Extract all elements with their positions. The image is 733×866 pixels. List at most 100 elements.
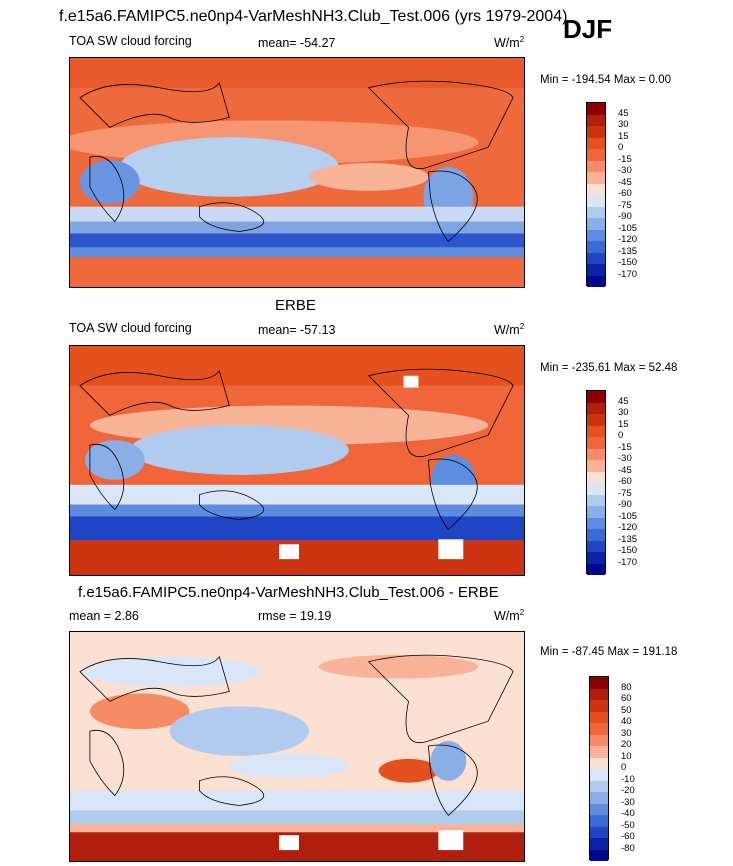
panel1-colorbar-cell — [587, 160, 605, 172]
panel3-missing-patch2 — [438, 830, 464, 851]
panel3-colorbar-level-label: 0 — [621, 762, 627, 773]
panel1-colorbar-level-label: -150 — [618, 257, 638, 268]
panel1-colorbar-level-label: -60 — [618, 188, 632, 199]
panel2-map — [69, 345, 525, 576]
panel1-sh-band3 — [70, 233, 524, 248]
panel2-colorbar-cell — [587, 414, 605, 426]
panel3-colorbar-cell — [590, 677, 608, 689]
panel1-africa-coast — [89, 155, 125, 223]
panel1-colorbar-level-label: 15 — [618, 130, 629, 142]
panel2-colorbar-level-label: 15 — [618, 418, 629, 430]
panel2-colorbar-level-label: -30 — [618, 453, 632, 464]
panel1-units: W/m2 — [494, 34, 525, 50]
panel1-colorbar-level-label: -135 — [618, 245, 638, 257]
panel3-south-america-coast — [427, 744, 478, 816]
panel3-colorbar — [589, 676, 609, 861]
panel3-colorbar-cell — [590, 688, 608, 700]
panel3-colorbar-cell — [590, 711, 608, 723]
panel2-colorbar-level-label: -135 — [618, 533, 638, 545]
panel3-colorbar-level-label: 30 — [621, 727, 632, 739]
panel2-north-america-coast — [367, 368, 514, 457]
panel3-map-svg — [70, 632, 524, 861]
panel2-colorbar-level-label: 0 — [618, 430, 624, 441]
panel1-colorbar-level-label: -90 — [618, 211, 632, 222]
panel1-minmax: Min = -194.54 Max = 0.00 — [540, 74, 672, 86]
panel1-map — [69, 57, 525, 288]
panel1-units-base: W/m — [494, 36, 520, 50]
panel2-colorbar-cell — [587, 483, 605, 495]
panel1-warm-pool — [119, 137, 339, 197]
panel1-south-america-coast — [427, 170, 478, 242]
panel1-antarctic — [70, 257, 524, 287]
panel1-sh-band1 — [70, 206, 524, 222]
panel2-sh-band2 — [70, 504, 524, 517]
panel3-units-base: W/m — [494, 609, 520, 623]
panel3-units: W/m2 — [494, 607, 525, 623]
panel1-sh-band2 — [70, 221, 524, 234]
panel3-colorbar-cell — [590, 746, 608, 758]
panel1-colorbar-level-label: 30 — [618, 119, 629, 130]
panel1-colorbar-level-label: -45 — [618, 176, 632, 188]
panel1-colorbar-cell — [587, 183, 605, 195]
panel2-minmax: Min = -235.61 Max = 52.48 — [540, 362, 678, 374]
panel1-colorbar-cell — [587, 252, 605, 264]
panel1-colorbar-level-label: -170 — [618, 268, 638, 280]
panel2-mean: mean= -57.13 — [258, 323, 336, 337]
panel2-units: W/m2 — [494, 322, 524, 337]
panel3-colorbar-level-label: 60 — [621, 693, 632, 704]
panel3-colorbar-level-label: 80 — [621, 681, 632, 693]
panel1-colorbar-cell — [587, 241, 605, 253]
panel2-colorbar-cell — [587, 517, 605, 529]
panel3-colorbar-level-label: -50 — [621, 819, 635, 831]
panel1-map-svg — [70, 58, 524, 287]
panel2-colorbar-cell — [587, 563, 605, 575]
panel2-africa-coast — [89, 443, 125, 511]
panel1-colorbar-cell — [587, 195, 605, 207]
panel3-colorbar-level-label: -10 — [621, 773, 635, 785]
panel2-eurasia-coast — [79, 369, 230, 416]
panel1-colorbar-cell — [587, 206, 605, 218]
panel3-north-america-coast — [367, 654, 514, 743]
panel1-east-pacific — [308, 163, 429, 191]
panel3-colorbar-level-label: 10 — [621, 750, 632, 762]
panel3-rmse: rmse = 19.19 — [258, 609, 332, 623]
panel3-north-negative — [79, 656, 260, 687]
panel1-colorbar-cell — [587, 275, 605, 287]
panel3-units-sup: 2 — [519, 607, 525, 617]
panel2-colorbar-cell — [587, 552, 605, 564]
panel3-colorbar-cell — [590, 849, 608, 861]
panel3-warm-pool-negative — [169, 706, 309, 756]
panel2-africa-convection — [84, 440, 145, 480]
panel2-colorbar-level-label: 30 — [618, 407, 629, 418]
panel2-colorbar-cell — [587, 460, 605, 472]
panel3-north-positive — [318, 654, 479, 679]
panel3-colorbar-level-label: -20 — [621, 785, 635, 796]
panel1-colorbar-level-label: -75 — [618, 199, 632, 211]
panel2-colorbar-cell — [587, 540, 605, 552]
panel2-missing-patch3 — [403, 375, 419, 388]
panel3-colorbar-cell — [590, 734, 608, 746]
panel2-colorbar-level-label: -170 — [618, 556, 638, 568]
panel3-colorbar-cell — [590, 780, 608, 792]
panel1-colorbar-cell — [587, 264, 605, 276]
panel1-sh-band4 — [70, 247, 524, 258]
panel3-eurasia-coast — [79, 655, 230, 702]
panel1-colorbar-level-label: 0 — [618, 142, 624, 153]
panel3-colorbar-cell — [590, 792, 608, 804]
panel3-colorbar-cell — [590, 803, 608, 815]
panel2-colorbar-cell — [587, 425, 605, 437]
panel1-colorbar — [586, 102, 606, 287]
panel1-colorbar-level-label: -15 — [618, 153, 632, 165]
panel2-map-svg — [70, 346, 524, 575]
panel1-colorbar-cell — [587, 103, 605, 115]
panel3-colorbar-level-label: -40 — [621, 808, 635, 819]
panel3-australia-coast — [199, 776, 265, 806]
panel1-africa-convection — [79, 160, 140, 204]
panel1-mean: mean= -54.27 — [258, 36, 336, 50]
panel3-colorbar-cell — [590, 826, 608, 838]
panel2-colorbar-level-label: -150 — [618, 545, 638, 556]
panel3-missing-patch1 — [279, 835, 299, 851]
panel1-units-sup: 2 — [519, 34, 525, 44]
panel3-mean: mean = 2.86 — [69, 609, 139, 623]
panel1-north-america-coast — [367, 80, 514, 169]
